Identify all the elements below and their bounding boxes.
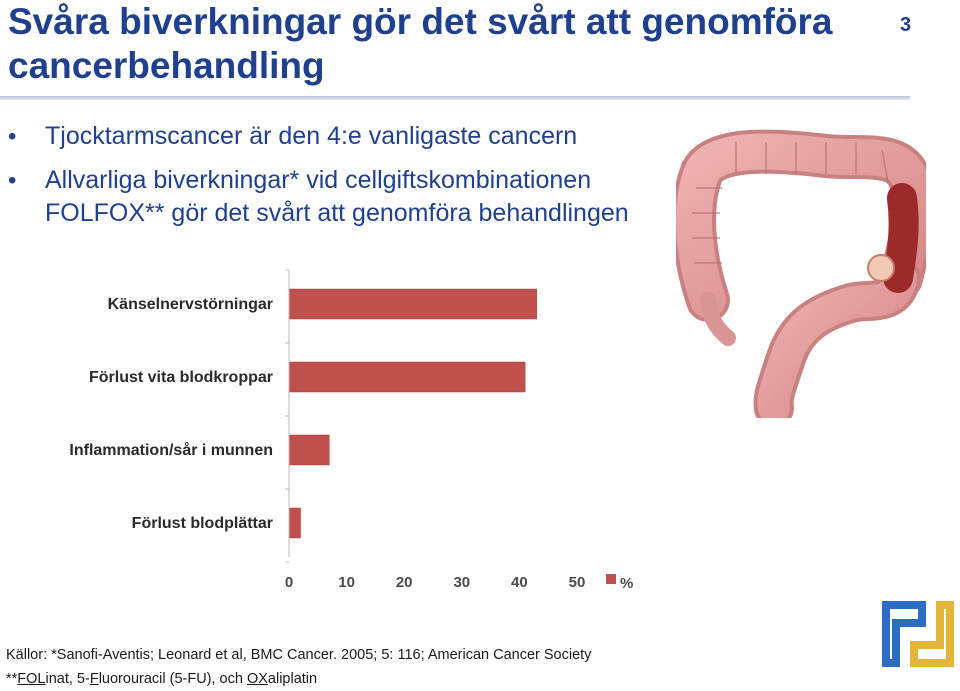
legend-label: % xyxy=(620,575,633,592)
bullet-text: Allvarliga biverkningar* vid cellgiftsko… xyxy=(45,166,629,227)
colon-illustration xyxy=(676,129,926,418)
sources-line: Källor: *Sanofi-Aventis; Leonard et al, … xyxy=(6,647,592,663)
x-tick-label: 40 xyxy=(511,574,528,591)
bullet-list: • Tjocktarmscancer är den 4:e vanligaste… xyxy=(8,120,698,241)
bullet-item: • Allvarliga biverkningar* vid cellgifts… xyxy=(8,164,698,230)
company-logo-icon xyxy=(882,601,954,667)
side-effects-bar-chart: Känselnervstörningar Förlust vita blodkro… xyxy=(69,269,633,592)
x-tick-label: 30 xyxy=(453,574,470,591)
bullet-item: • Tjocktarmscancer är den 4:e vanligaste… xyxy=(8,120,698,153)
bar xyxy=(288,434,330,466)
category-label: Inflammation/sår i munnen xyxy=(69,441,273,459)
bar xyxy=(288,507,301,539)
bullet-text: Tjocktarmscancer är den 4:e vanligaste c… xyxy=(45,122,578,150)
abbr-highlight: OX xyxy=(246,671,268,687)
abbr-part: inat, 5- xyxy=(45,671,90,687)
abbr-highlight: F xyxy=(89,671,99,687)
abbr-part: aliplatin xyxy=(267,671,318,687)
abbr-part: ** xyxy=(6,671,18,687)
x-tick-label: 20 xyxy=(396,574,413,591)
category-label: Förlust vita blodkroppar xyxy=(89,369,273,386)
abbr-part: luorouracil (5-FU), och xyxy=(98,671,247,687)
title-divider xyxy=(0,96,910,100)
abbreviation-line: **FOLinat, 5-Fluorouracil (5-FU), och OX… xyxy=(6,667,591,691)
slide-title: Svåra biverkningar gör det svårt att gen… xyxy=(8,1,833,86)
abbr-highlight: FOL xyxy=(17,671,46,687)
category-label: Känselnervstörningar xyxy=(108,296,273,313)
legend-swatch xyxy=(606,574,616,584)
bar xyxy=(288,361,526,393)
page-number: 3 xyxy=(900,14,912,36)
bullet-dot-icon: • xyxy=(8,167,17,194)
x-tick-label: 10 xyxy=(338,574,355,591)
sources-note: Källor: *Sanofi-Aventis; Leonard et al, … xyxy=(6,643,591,691)
x-tick-label: 50 xyxy=(569,574,586,591)
bar xyxy=(288,288,537,320)
x-tick-label: 0 xyxy=(285,574,293,591)
category-label: Förlust blodplättar xyxy=(132,515,273,532)
bullet-dot-icon: • xyxy=(8,123,17,150)
